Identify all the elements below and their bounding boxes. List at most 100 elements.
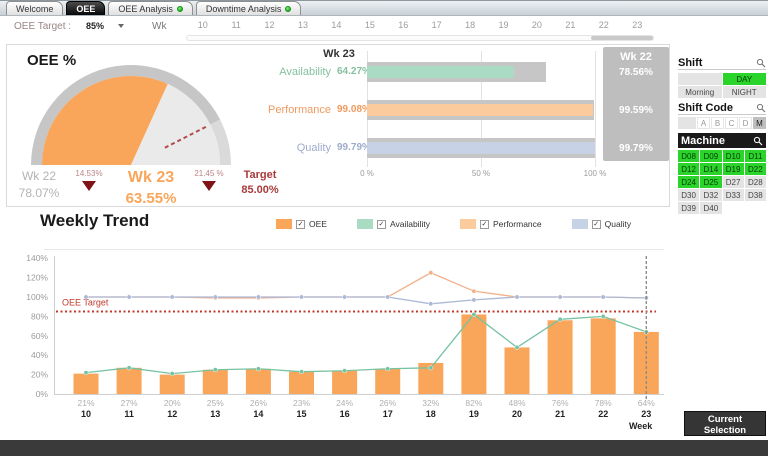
week-item-16[interactable]: 16: [398, 20, 409, 30]
shift-code-cell-m[interactable]: M: [753, 117, 766, 129]
tab-welcome[interactable]: Welcome: [6, 1, 64, 15]
shift-code-cell-a[interactable]: A: [697, 117, 710, 129]
svg-text:19: 19: [469, 409, 479, 419]
current-week-stat: Wk 23 63.55%: [125, 169, 177, 207]
delta-vs-target: 21.45 %: [193, 169, 225, 191]
svg-text:25%: 25%: [207, 398, 224, 408]
svg-text:13: 13: [210, 409, 220, 419]
week-item-13[interactable]: 13: [297, 20, 308, 30]
kpi-value: 64.27%: [337, 66, 371, 77]
checkbox-checked-icon[interactable]: ✓: [296, 219, 305, 229]
kpi-prev-week-panel: Wk 22 78.56% 99.59% 99.79%: [603, 47, 669, 161]
svg-text:23%: 23%: [293, 398, 310, 408]
machine-cell-d12[interactable]: D12: [678, 163, 700, 175]
kpi-prev-value: 99.59%: [619, 105, 653, 116]
machine-cell-d24[interactable]: D24: [678, 176, 700, 188]
machine-panel-header: Machine: [678, 133, 766, 148]
chevron-down-icon: [118, 24, 124, 28]
kpi-row-quality: Quality 99.79%: [247, 137, 667, 159]
svg-text:21: 21: [555, 409, 565, 419]
week-item-12[interactable]: 12: [264, 20, 275, 30]
machine-cell-d19[interactable]: D19: [722, 163, 744, 175]
current-selection-button[interactable]: Current Selection: [684, 411, 766, 436]
kpi-prev-week-header: Wk 22: [620, 51, 652, 63]
machine-cell-d09[interactable]: D09: [700, 150, 722, 162]
tab-oee-analysis[interactable]: OEE Analysis: [108, 1, 193, 15]
svg-text:140%: 140%: [26, 253, 48, 263]
legend-item-quality[interactable]: ✓ Quality: [571, 219, 632, 229]
shift-cell-day[interactable]: DAY: [722, 73, 766, 85]
shift-code-cell-b[interactable]: B: [711, 117, 724, 129]
search-icon[interactable]: [756, 103, 766, 113]
shift-code-cell-c[interactable]: C: [725, 117, 738, 129]
machine-cell-d08[interactable]: D08: [678, 150, 700, 162]
week-item-23[interactable]: 23: [632, 20, 643, 30]
svg-text:27%: 27%: [121, 398, 138, 408]
machine-cell-d14[interactable]: D14: [700, 163, 722, 175]
legend-label: Quality: [604, 219, 632, 229]
shift-code-cell-d[interactable]: D: [739, 117, 752, 129]
week-item-11[interactable]: 11: [231, 20, 241, 30]
shift-cell-empty[interactable]: [678, 73, 722, 85]
svg-text:40%: 40%: [31, 350, 48, 360]
legend-item-oee[interactable]: ✓ OEE: [276, 219, 327, 229]
svg-text:16: 16: [340, 409, 350, 419]
svg-text:80%: 80%: [31, 311, 48, 321]
machine-cell-d33[interactable]: D33: [722, 189, 744, 201]
machine-cell-d27[interactable]: D27: [722, 176, 744, 188]
kpi-row-availability: Availability 64.27%: [247, 61, 667, 83]
week-item-17[interactable]: 17: [431, 20, 442, 30]
svg-text:48%: 48%: [508, 398, 525, 408]
oee-summary-panel: OEE % Wk 22 78.07% 14.53% Wk 23 63.55% 2…: [6, 44, 670, 207]
week-list-label: Wk: [152, 21, 167, 32]
oee-target-label: OEE Target :: [14, 21, 72, 32]
shift-cell-morning[interactable]: Morning: [678, 86, 722, 98]
kpi-current-bar: [367, 142, 595, 154]
search-icon[interactable]: [756, 58, 766, 68]
checkbox-checked-icon[interactable]: ✓: [479, 219, 489, 229]
kpi-prev-value: 78.56%: [619, 67, 653, 78]
machine-cell-d38[interactable]: D38: [744, 189, 766, 201]
kpi-prev-value: 99.79%: [619, 143, 653, 154]
week-item-15[interactable]: 15: [364, 20, 375, 30]
kpi-axis-tick: 0 %: [360, 169, 374, 178]
week-item-14[interactable]: 14: [331, 20, 342, 30]
week-item-21[interactable]: 21: [565, 20, 576, 30]
active-status-dot-icon: [285, 5, 292, 12]
tab-downtime-analysis[interactable]: Downtime Analysis: [195, 1, 302, 15]
legend-item-availability[interactable]: ✓ Availability: [356, 219, 430, 229]
machine-cell-d25[interactable]: D25: [700, 176, 722, 188]
week-scrollbar-thumb[interactable]: [591, 36, 653, 40]
shift-cell-night[interactable]: NIGHT: [722, 86, 766, 98]
tab-oee[interactable]: OEE: [66, 1, 106, 15]
week-item-10[interactable]: 10: [197, 20, 208, 30]
machine-cell-d10[interactable]: D10: [722, 150, 744, 162]
trend-title: Weekly Trend: [40, 211, 150, 230]
svg-text:64%: 64%: [638, 398, 655, 408]
machine-cell-d39[interactable]: D39: [678, 202, 700, 214]
oee-target-value: 85%: [86, 21, 105, 31]
week-item-20[interactable]: 20: [531, 20, 542, 30]
active-status-dot-icon: [176, 5, 183, 12]
machine-cell-d22[interactable]: D22: [744, 163, 766, 175]
shift-code-cell-empty[interactable]: [678, 117, 696, 129]
week-item-22[interactable]: 22: [598, 20, 609, 30]
svg-text:24%: 24%: [336, 398, 353, 408]
checkbox-checked-icon[interactable]: ✓: [376, 219, 386, 229]
machine-cell-d28[interactable]: D28: [744, 176, 766, 188]
search-icon[interactable]: [753, 136, 763, 146]
checkbox-checked-icon[interactable]: ✓: [591, 219, 601, 229]
machine-cell-d40[interactable]: D40: [700, 202, 722, 214]
oee-target-dropdown[interactable]: 85%: [82, 19, 128, 33]
gauge-title: OEE %: [27, 52, 77, 69]
week-scrollbar[interactable]: [186, 35, 654, 41]
legend-item-performance[interactable]: ✓ Performance: [459, 219, 542, 229]
machine-cell-d32[interactable]: D32: [700, 189, 722, 201]
machine-cell-d30[interactable]: D30: [678, 189, 700, 201]
week-item-18[interactable]: 18: [465, 20, 476, 30]
machine-cell-d11[interactable]: D11: [744, 150, 766, 162]
button-label-line: Selection: [703, 425, 747, 436]
week-item-19[interactable]: 19: [498, 20, 509, 30]
svg-text:100%: 100%: [26, 292, 48, 302]
